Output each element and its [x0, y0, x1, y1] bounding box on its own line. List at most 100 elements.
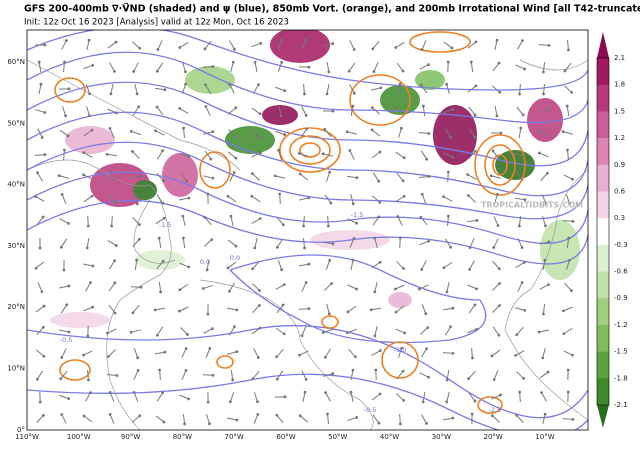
- arrow-head: [107, 355, 110, 358]
- arrow-head: [570, 289, 573, 292]
- arrow-head: [302, 225, 305, 228]
- arrow-head: [276, 246, 279, 249]
- arrow-head: [305, 114, 308, 117]
- arrow-head: [498, 267, 501, 270]
- arrow-head: [328, 171, 331, 174]
- arrow-head: [547, 108, 550, 111]
- arrow-head: [185, 180, 188, 183]
- arrow-head: [184, 70, 187, 73]
- arrow-head: [497, 224, 500, 227]
- arrow-head: [425, 347, 428, 350]
- arrow-head: [442, 266, 445, 269]
- arrow-head: [492, 246, 495, 249]
- arrow-head: [113, 282, 116, 285]
- arrow-head: [446, 379, 449, 382]
- arrow-head: [470, 61, 473, 64]
- arrow-head: [546, 172, 549, 175]
- longitude-label: 110°W: [15, 433, 39, 441]
- colorbar-label: 0.6: [614, 187, 626, 195]
- arrow-head: [259, 113, 262, 116]
- arrow-head: [211, 177, 214, 180]
- arrow-head: [403, 195, 406, 198]
- arrow-head: [418, 288, 421, 291]
- arrow-head: [188, 197, 191, 200]
- arrow-head: [283, 133, 286, 136]
- arrow-head: [283, 283, 286, 286]
- arrow-head: [355, 416, 358, 419]
- arrow-head: [473, 136, 476, 139]
- arrow-head: [452, 307, 455, 310]
- latitude-label: 0°: [17, 426, 25, 434]
- arrow-head: [420, 84, 423, 87]
- arrow-head: [182, 127, 185, 130]
- colorbar-segment: [597, 325, 609, 352]
- arrow-head: [425, 422, 428, 425]
- arrow-head: [304, 391, 307, 394]
- arrow-head: [521, 281, 524, 284]
- arrow-head: [566, 149, 569, 152]
- wind-arrow: [539, 45, 549, 46]
- arrow-head: [251, 172, 254, 175]
- arrow-head: [498, 91, 501, 94]
- arrow-head: [452, 417, 455, 420]
- arrow-head: [370, 308, 373, 311]
- arrow-head: [187, 397, 190, 400]
- arrow-head: [229, 400, 232, 403]
- arrow-head: [206, 193, 209, 196]
- arrow-head: [233, 325, 236, 328]
- arrow-head: [212, 65, 215, 68]
- arrow-head: [207, 313, 210, 316]
- arrow-head: [542, 313, 545, 316]
- arrow-head: [377, 216, 380, 219]
- arrow-head: [139, 175, 142, 178]
- arrow-head: [427, 376, 430, 379]
- arrow-head: [308, 263, 311, 266]
- arrow-head: [59, 377, 62, 380]
- arrow-head: [64, 114, 67, 117]
- arrow-head: [518, 93, 521, 96]
- arrow-head: [236, 309, 239, 312]
- arrow-head: [106, 332, 109, 335]
- arrow-head: [538, 152, 541, 155]
- colorbar-segment: [597, 272, 609, 299]
- arrow-head: [377, 422, 380, 425]
- contour-label: -1.0: [394, 346, 407, 354]
- latitude-label: 40°N: [7, 181, 25, 189]
- contour-label: -0.5: [60, 336, 73, 344]
- arrow-head: [567, 369, 570, 372]
- arrow-head: [276, 378, 279, 381]
- arrow-head: [424, 312, 427, 315]
- arrow-head: [428, 175, 431, 178]
- arrow-head: [469, 246, 472, 249]
- arrow-head: [567, 237, 570, 240]
- arrow-head: [207, 401, 210, 404]
- arrow-head: [140, 286, 143, 289]
- arrow-head: [468, 268, 471, 271]
- arrow-head: [39, 401, 42, 404]
- colorbar-segment: [597, 58, 609, 85]
- arrow-head: [278, 193, 281, 196]
- arrow-head: [371, 129, 374, 132]
- arrow-head: [521, 39, 524, 42]
- arrow-head: [251, 377, 254, 380]
- arrow-head: [324, 356, 327, 359]
- wind-arrow: [112, 216, 113, 226]
- arrow-head: [256, 400, 259, 403]
- arrow-head: [355, 288, 358, 291]
- arrow-head: [352, 369, 355, 372]
- arrow-head: [442, 195, 445, 198]
- arrow-head: [204, 83, 207, 86]
- arrow-head: [572, 418, 575, 421]
- arrow-head: [467, 194, 470, 197]
- arrow-head: [203, 216, 206, 219]
- arrow-head: [548, 44, 551, 47]
- arrow-head: [544, 259, 547, 262]
- arrow-head: [178, 288, 181, 291]
- arrow-head: [378, 201, 381, 204]
- arrow-head: [158, 369, 161, 372]
- arrow-head: [113, 259, 116, 262]
- arrow-head: [136, 356, 139, 359]
- colorbar-bottom: [597, 405, 609, 428]
- arrow-head: [83, 415, 86, 418]
- arrow-head: [499, 394, 502, 397]
